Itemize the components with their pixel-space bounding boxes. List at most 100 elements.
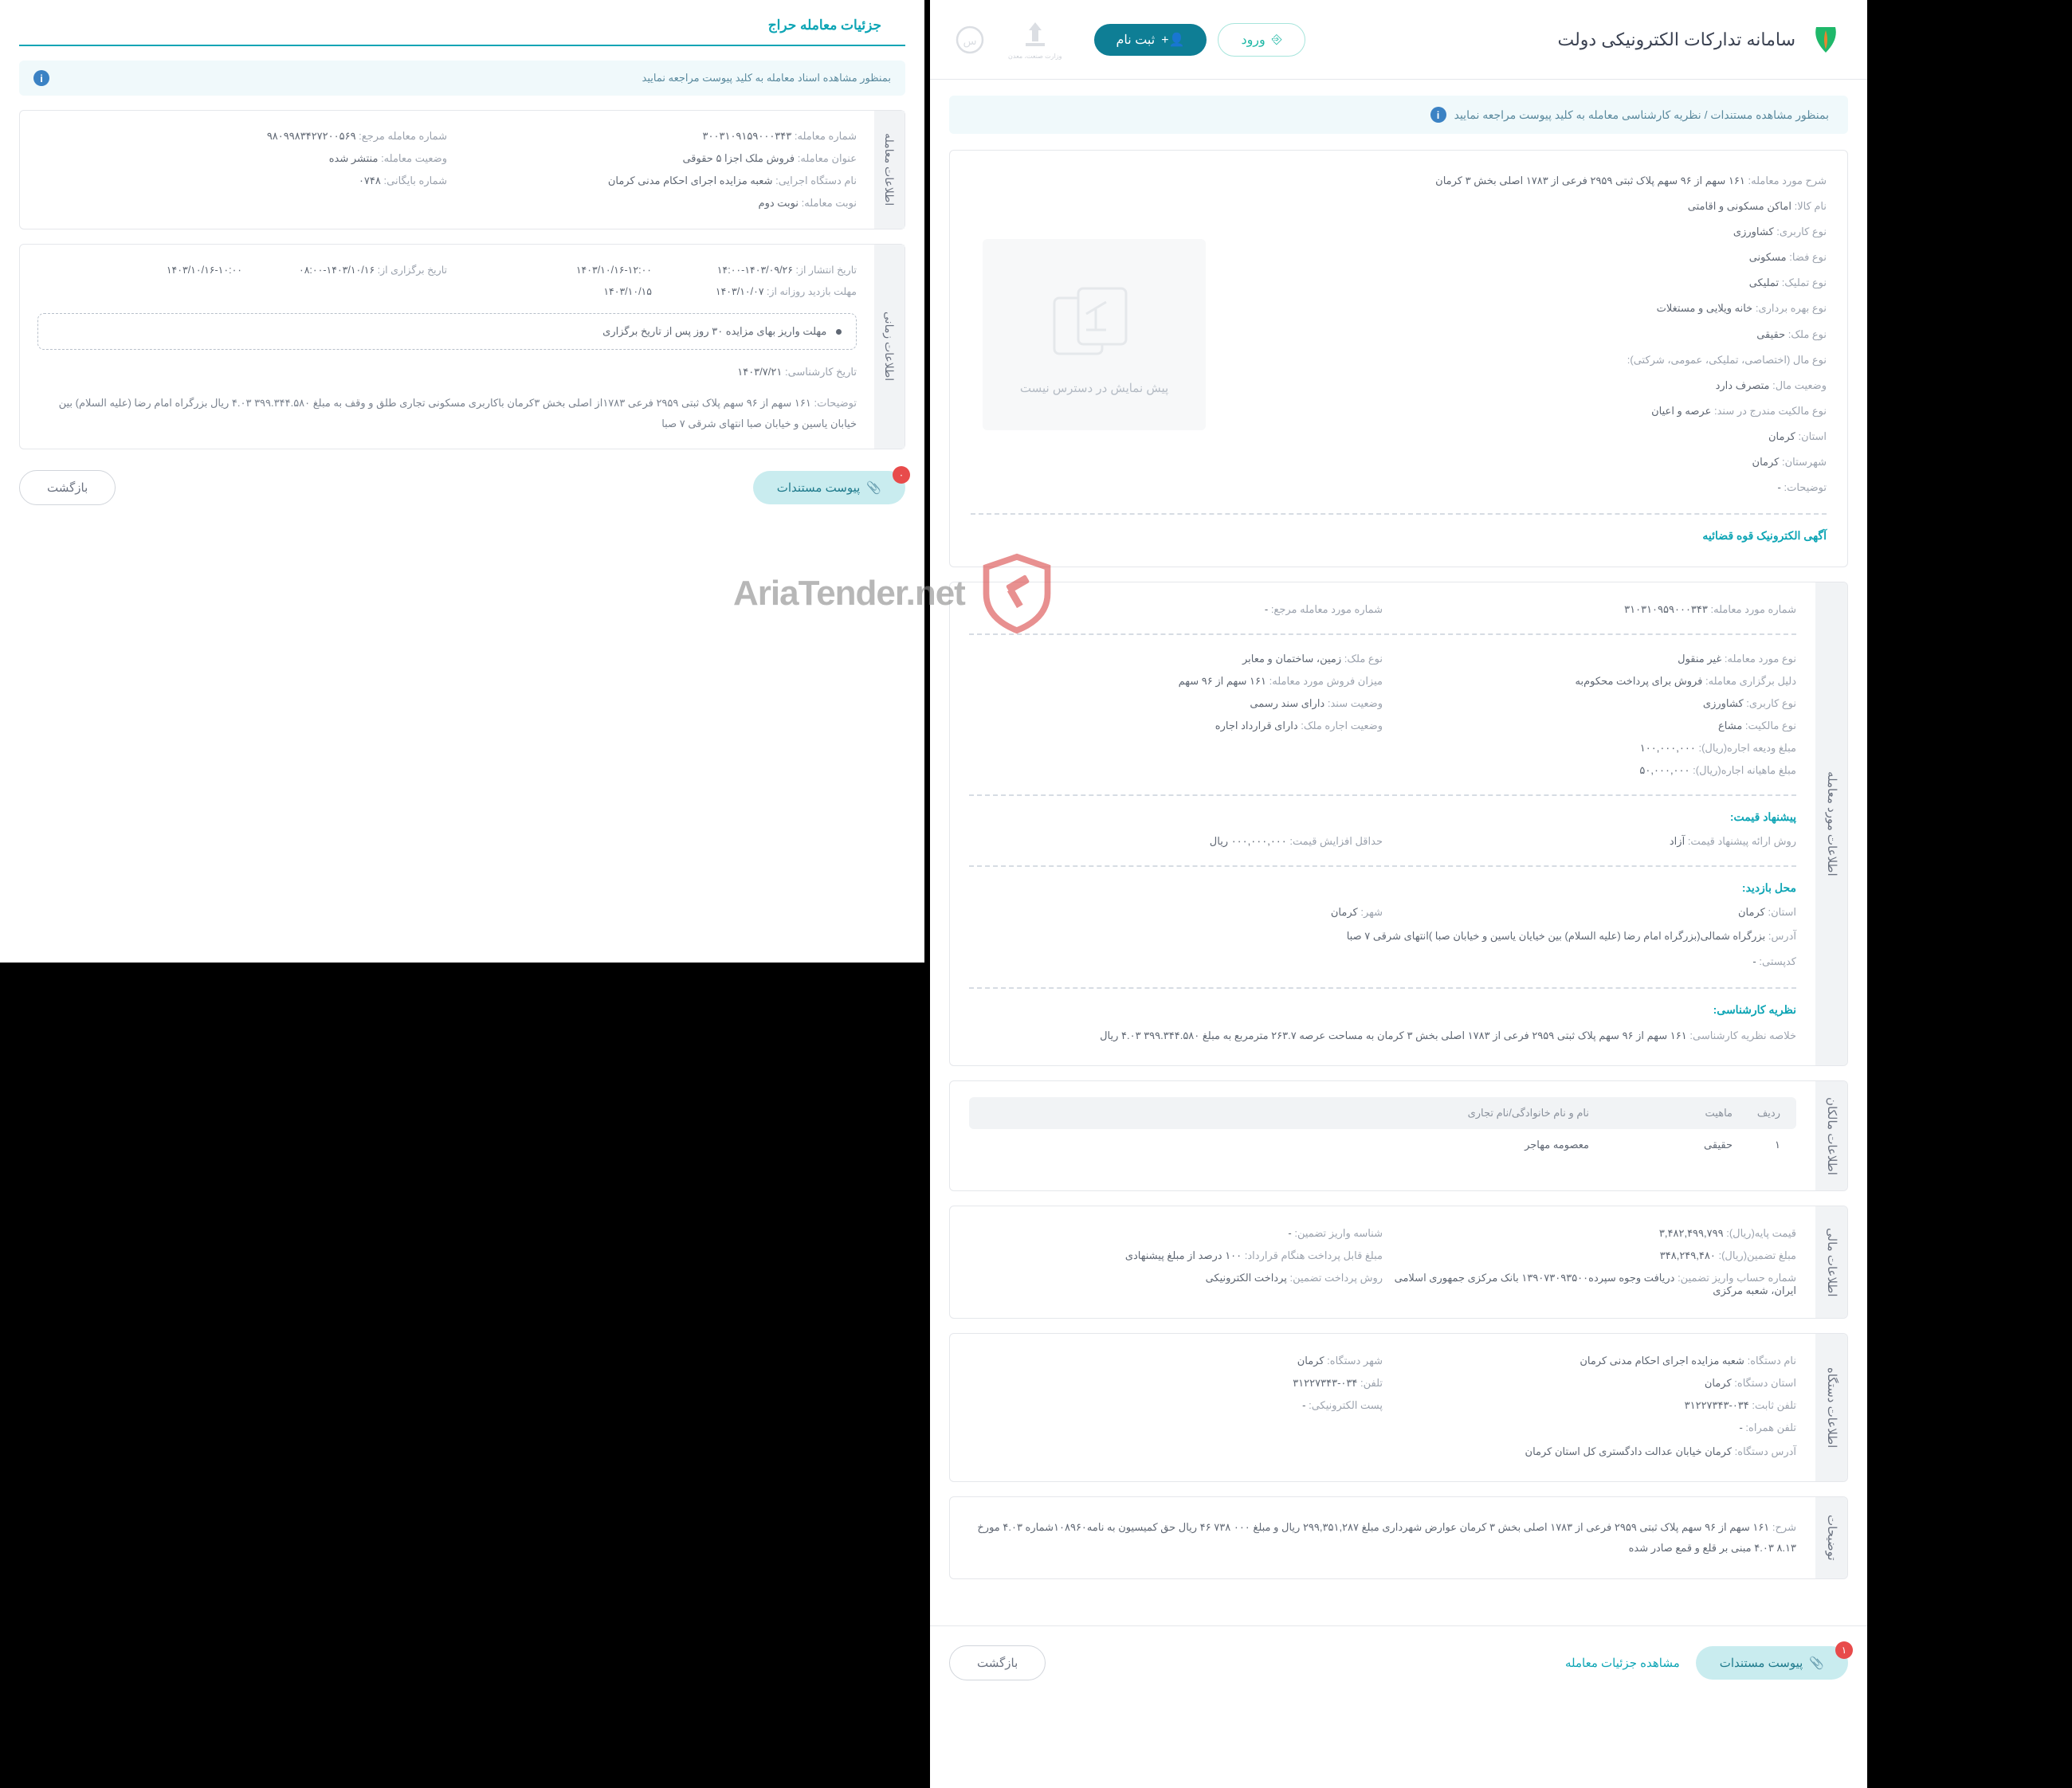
attachments-button[interactable]: 📎 پیوست مستندات ۱ [1696,1646,1848,1680]
judiciary-link[interactable]: آگهی الکترونیک قوه قضائیه [971,527,1827,549]
back-button[interactable]: بازگشت [949,1645,1046,1680]
section-tab: توضیحات [1815,1497,1847,1578]
v: خانه ویلایی و مستغلات [1657,302,1753,314]
l: نوع کاربری: [1776,225,1827,237]
bullet-icon [836,329,842,335]
emblem-1: وزارت صنعت، معدن [1008,19,1062,60]
l: نام دستگاه اجرایی: [775,174,857,186]
section-tab: اطلاعات مالی [1815,1206,1847,1318]
v: ۳,۴۸۲,۴۹۹,۷۹۹ [1659,1227,1724,1239]
pr-attachments-button[interactable]: 📎 پیوست مستندات ۰ [753,471,905,504]
l: روش پرداخت تضمین: [1290,1272,1383,1284]
pr-back-button[interactable]: بازگشت [19,470,116,505]
v: ۱۴۰۳/۱۰/۰۷ [716,286,764,297]
v: عرصه و اعیان [1651,405,1711,417]
summary-section: شرح مورد معامله: ۱۶۱ سهم از ۹۶ سهم پلاک … [949,150,1848,567]
v: ۱۴۰۳/۱۰/۱۶-۱۲:۰۰ [576,265,652,276]
v: ۱۴۰۳/۱۰/۱۵ [603,286,652,297]
v: ۰۳۴-۳۱۲۲۷۳۴۳ [1685,1399,1749,1411]
v: ۱۶۱ سهم از ۹۶ سهم [1179,675,1266,687]
v: کرمان [1768,430,1795,442]
notice-text: بمنظور مشاهده مستندات / نظریه کارشناسی م… [1454,108,1829,122]
pr-info-section: اطلاعات معامله شماره معامله: ۳۰۰۳۱۰۹۱۵۹۰… [19,110,905,229]
empty-region [0,963,924,1788]
register-label: ثبت نام [1116,32,1156,48]
cell: معصومه مهاجر [985,1139,1589,1151]
v: ۱۶۱ سهم از ۹۶ سهم پلاک ثبتی ۲۹۵۹ فرعی از… [977,1521,1796,1554]
l: توضیحات: [1784,481,1827,493]
l: نوع تملیک: [1782,276,1827,288]
attach-label: پیوست مستندات [777,480,861,495]
v: دارای سند رسمی [1250,697,1324,709]
v: نوبت دوم [759,197,799,209]
col-2: ماهیت [1589,1107,1733,1119]
attach-badge: ۰ [893,466,910,484]
l: شماره مورد معامله مرجع: [1271,603,1383,615]
cell: ۱ [1733,1139,1780,1151]
view-details-link[interactable]: مشاهده جزئیات معامله [1565,1656,1680,1670]
l: شرح: [1772,1521,1796,1533]
header-emblems: وزارت صنعت، معدن س [954,19,1062,60]
l: وضعیت مال: [1772,379,1827,391]
v: ۱۴۰۳/۱۰/۱۶-۰۸:۰۰ [299,265,375,276]
svg-text:س: س [963,34,976,48]
v: فروش برای پرداخت محکوم‌به [1576,675,1703,687]
v: ۳۱۰۳۱۰۹۵۹۰۰۰۳۴۳ [1624,603,1708,615]
l: استان دستگاه: [1734,1377,1796,1389]
v: - [1302,1399,1305,1411]
l: شماره معامله مرجع: [359,130,447,142]
footer-bar: 📎 پیوست مستندات ۱ مشاهده جزئیات معامله ب… [930,1625,1867,1700]
site-title: سامانه تدارکات الکترونیکی دولت [1557,29,1795,50]
l: شماره معامله: [795,130,857,142]
v: مشاع [1718,720,1742,731]
l: تاریخ انتشار از: [795,265,857,276]
l: شهر: [1360,906,1383,918]
v: دارای قرارداد اجاره [1215,720,1298,731]
v: تملیکی [1749,276,1779,288]
v: ۱۶۱ سهم از ۹۶ سهم پلاک ثبتی ۲۹۵۹ فرعی از… [1435,174,1745,186]
site-header: سامانه تدارکات الکترونیکی دولت ⎆ ورود 👤+… [930,0,1867,80]
l: مبلغ تضمین(ریال): [1718,1249,1796,1261]
v: کرمان [1331,906,1358,918]
l: نوع ملک: [1788,328,1827,340]
v: ۳۰۰۳۱۰۹۱۵۹۰۰۰۳۴۳ [703,130,792,142]
v: ۱۰۰,۰۰۰,۰۰۰ [1640,742,1696,754]
pr-time-section: اطلاعات زمانی تاریخ انتشار از: ۱۴۰۳/۰۹/۲… [19,244,905,449]
notice-text: بمنظور مشاهده اسناد معامله به کلید پیوست… [57,72,891,84]
v: منتشر شده [329,152,379,164]
v: - [1739,1421,1742,1433]
register-button[interactable]: 👤+ ثبت نام [1094,24,1207,56]
col-1: ردیف [1733,1107,1780,1119]
section-tab: اطلاعات مالکان [1815,1081,1847,1191]
l: استان: [1798,430,1827,442]
v: بزرگراه شمالی(بزرگراه امام رضا (علیه الس… [1347,930,1766,942]
owners-table-row: ۱ حقیقی معصومه مهاجر [969,1129,1796,1161]
l: وضعیت اجاره ملک: [1301,720,1383,731]
v: کرمان [1738,906,1765,918]
v: ۱۶۱ سهم از ۹۶ سهم پلاک ثبتی ۲۹۵۹ فرعی از… [1100,1029,1687,1041]
login-button[interactable]: ⎆ ورود [1218,23,1305,57]
l: خلاصه نظریه کارشناسی: [1689,1029,1796,1041]
cell: حقیقی [1589,1139,1733,1151]
deadline-box: مهلت واریز بهای مزایده ۳۰ روز پس از تاری… [37,313,857,350]
v: ۱۴۰۳/۱۰/۱۶-۱۰:۰۰ [167,265,242,276]
site-logo-icon [1808,22,1843,57]
pr-actions: 📎 پیوست مستندات ۰ بازگشت [0,449,924,526]
l: مبلغ ماهیانه اجاره(ریال): [1693,764,1796,776]
section-tab: اطلاعات مورد معامله [1815,582,1847,1065]
v: متصرف دارد [1716,379,1770,391]
l: مهلت بازدید روزانه از: [767,286,857,297]
v: ۱۰۰ درصد از مبلغ پیشنهادی [1125,1249,1242,1261]
l: پست الکترونیکی: [1309,1399,1383,1411]
info-icon: i [1430,107,1446,123]
l: نوبت معامله: [802,197,857,209]
expert-heading: نظریه کارشناسی: [969,1002,1796,1023]
l: روش ارائه پیشنهاد قیمت: [1688,835,1796,847]
section-tab: اطلاعات دستگاه [1815,1334,1847,1480]
v: ۱۴۰۳/۰۹/۲۶-۱۴:۰۰ [717,265,793,276]
v: ۰۰۰,۰۰۰,۰۰۰ ریال [1210,835,1287,847]
placeholder-text: پیش نمایش در دسترس نیست [1020,381,1168,395]
owners-table-header: ردیف ماهیت نام و نام خانوادگی/نام تجاری [969,1097,1796,1129]
main-panel: سامانه تدارکات الکترونیکی دولت ⎆ ورود 👤+… [930,0,1867,1788]
placeholder-icon [1038,274,1150,370]
